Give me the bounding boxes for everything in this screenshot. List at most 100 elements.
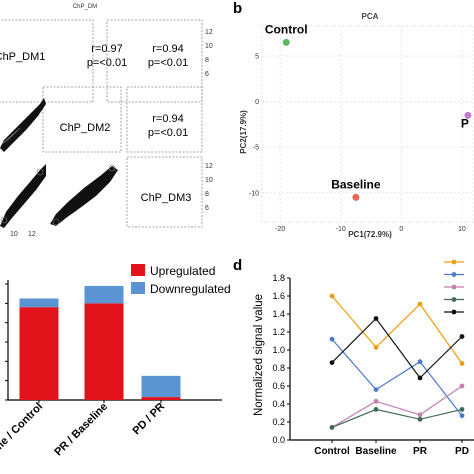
bars-legend: Upregulated Downregulated xyxy=(131,264,231,296)
pca-points: Control Baseline P xyxy=(265,22,472,201)
line-ytick-1-0: 1.0 xyxy=(272,345,285,355)
pca-ytick-10: -10 xyxy=(249,190,259,197)
line-point-1-baseline xyxy=(373,344,379,350)
line-point-2-control xyxy=(329,336,335,342)
legend-marker-3 xyxy=(451,284,457,290)
line-point-3-baseline xyxy=(373,398,379,404)
a-rtick-6b: 6 xyxy=(205,205,209,212)
pca-label-control: Control xyxy=(265,22,308,36)
bar-downregulated-pr-baseline xyxy=(84,285,124,304)
line-point-4-pr xyxy=(417,416,423,422)
legend-swatch-upregulated xyxy=(131,264,145,276)
a-rtick-12: 12 xyxy=(205,29,213,36)
legend-marker-2 xyxy=(451,272,457,277)
panel-d-line-chart: d Normalized signal value 0.00.20.40.60.… xyxy=(233,257,474,457)
line-point-2-baseline xyxy=(373,387,379,392)
bar-upregulated-me-control xyxy=(19,307,59,400)
bars-xlabel-me-control: me / Control xyxy=(0,401,45,455)
panel-a-correlation-matrix: ChP_DM ChP_DM1 ChP_DM2 ChP_DM3 r=0.97 p=… xyxy=(0,4,213,238)
line-axes: 0.0 0.2 0.4 0.6 0.8 1.0 1.2 1.4 1.6 1.8 Control Bas… xyxy=(272,273,474,457)
legend-marker-5 xyxy=(451,309,457,315)
panel-b-letter: b xyxy=(233,0,242,17)
a-rtick-12b: 12 xyxy=(205,163,213,170)
legend-label-upregulated: Upregulated xyxy=(150,264,215,278)
line-point-1-pr xyxy=(417,301,423,307)
line-ytick-1-2: 1.2 xyxy=(272,327,285,337)
pca-frame xyxy=(261,25,474,223)
pca-label-p: P xyxy=(461,116,469,130)
pca-title: PCA xyxy=(362,12,379,21)
panel-c-stacked-bars: me / Control PR / Baseline PD / PR Upregul… xyxy=(0,264,231,458)
line-point-2-pd xyxy=(459,413,465,419)
legend-marker-4 xyxy=(451,297,457,302)
pca-xtick-0: 0 xyxy=(399,226,403,233)
pca-ylabel: PC2(17.9%) xyxy=(239,110,248,154)
cell-1-2 xyxy=(106,19,203,103)
line-point-5-baseline xyxy=(373,316,379,321)
pca-axes: -20 -10 0 10 5 0 -5 -10 xyxy=(249,54,466,233)
scatter-cloud-3-1 xyxy=(0,164,46,228)
line-point-5-pd xyxy=(459,334,465,339)
line-series-1 xyxy=(331,295,463,364)
bar-downregulated-me-control xyxy=(19,298,59,308)
line-series xyxy=(329,293,465,430)
line-ylabel: Normalized signal value xyxy=(253,294,265,416)
line-legend xyxy=(444,259,464,315)
corr-p-2-3: p=<0.01 xyxy=(148,127,188,139)
line-ytick-1-8: 1.8 xyxy=(272,273,285,283)
line-point-1-pd xyxy=(459,361,465,366)
line-point-5-control xyxy=(329,360,335,365)
pca-ytick-0: 0 xyxy=(255,99,259,106)
line-ytick-0-8: 0.8 xyxy=(272,363,285,373)
pca-point-p xyxy=(464,111,472,119)
pca-ytick-5: 5 xyxy=(255,54,259,61)
line-point-1-control xyxy=(329,293,335,299)
cell-2-1 xyxy=(0,87,93,152)
line-point-2-pr xyxy=(417,359,423,365)
cell-1-1 xyxy=(0,19,94,103)
line-series-4 xyxy=(331,408,463,428)
diag-label-2: ChP_DM2 xyxy=(60,122,111,134)
a-rtick-8: 8 xyxy=(205,57,209,64)
panel-a-title: ChP_DM xyxy=(73,4,97,10)
corr-r-1-3: r=0.94 xyxy=(152,43,184,55)
bars-xlabel-pd-pr: PD / PR xyxy=(131,401,168,438)
line-point-4-control xyxy=(329,425,335,430)
bar-upregulated-pd-pr xyxy=(141,397,181,400)
panel-d-letter: d xyxy=(233,257,242,274)
bars-xlabel-pr-baseline: PR / Baseline xyxy=(52,401,110,459)
pca-grid xyxy=(261,25,474,223)
cell-2-2 xyxy=(42,86,122,153)
line-xlabel-pd: PD xyxy=(455,446,469,457)
pca-point-control xyxy=(282,38,290,46)
line-ytick-0-6: 0.6 xyxy=(272,381,285,391)
scatter-cloud-2-1 xyxy=(0,98,46,152)
line-point-4-baseline xyxy=(373,407,379,412)
diag-label-1: ChP_DM1 xyxy=(0,51,45,63)
line-ytick-1-6: 1.6 xyxy=(272,291,285,301)
legend-label-downregulated: Downregulated xyxy=(150,282,231,296)
line-series-3 xyxy=(331,385,463,428)
cell-3-3 xyxy=(126,156,203,228)
pca-xtick-10: -10 xyxy=(336,226,346,233)
line-point-3-pr xyxy=(417,412,423,418)
line-xlabel-control: Control xyxy=(314,446,350,457)
a-rtick-8b: 8 xyxy=(205,191,209,198)
line-ytick-0-0: 0.0 xyxy=(272,435,285,445)
legend-swatch-downregulated xyxy=(131,282,145,294)
line-point-4-pd xyxy=(459,407,465,412)
line-point-5-pr xyxy=(417,375,423,381)
bar-downregulated-pd-pr xyxy=(141,375,181,398)
line-point-3-pd xyxy=(459,383,465,389)
bar-upregulated-pr-baseline xyxy=(84,303,124,400)
pca-ytick-5: -5 xyxy=(253,145,259,152)
pca-xlabel: PC1(72.9%) xyxy=(348,230,392,239)
line-ytick-0-2: 0.2 xyxy=(272,417,285,427)
corr-p-1-3: p=<0.01 xyxy=(148,57,188,69)
legend-marker-1 xyxy=(451,259,457,265)
corr-r-2-3: r=0.94 xyxy=(152,113,184,125)
line-series-5 xyxy=(331,317,463,379)
a-rtick-10b: 10 xyxy=(205,177,213,184)
